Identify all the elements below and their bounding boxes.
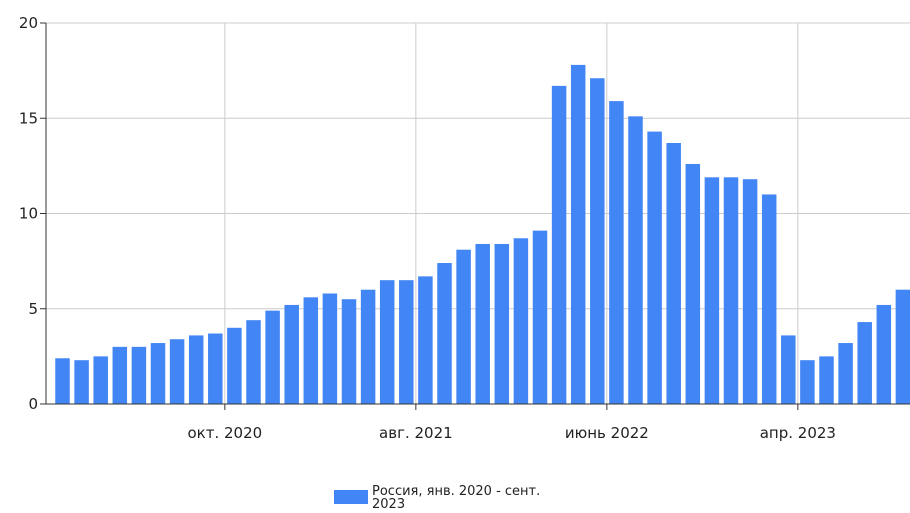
- bar: [895, 289, 910, 404]
- bar: [418, 276, 433, 404]
- bar: [685, 163, 701, 404]
- legend-label-line2: 2023: [372, 497, 406, 512]
- bar: [590, 78, 605, 405]
- bar: [666, 143, 681, 404]
- bar: [341, 299, 357, 404]
- bar: [188, 335, 204, 404]
- bar: [456, 249, 471, 404]
- y-tick-label: 10: [19, 205, 38, 223]
- bar: [551, 85, 567, 405]
- y-tick-label: 0: [28, 395, 38, 413]
- legend-swatch: [334, 490, 368, 504]
- legend-label: Россия, янв. 2020 - сент. 2023: [372, 485, 587, 511]
- y-tick-label: 15: [19, 109, 38, 127]
- bar: [208, 333, 223, 404]
- bar: [628, 116, 643, 404]
- bar: [284, 304, 299, 404]
- bar: [399, 280, 414, 404]
- bar: [761, 194, 777, 404]
- bar: [112, 346, 128, 404]
- bar: [475, 243, 490, 404]
- bar: [838, 343, 853, 404]
- x-axis-tick-labels: окт. 2020 авг. 2021 июнь 2022 апр. 2023: [188, 424, 836, 442]
- bar: [800, 360, 815, 404]
- bar: [781, 335, 796, 404]
- y-tick-label: 20: [19, 14, 38, 32]
- bar: [876, 304, 892, 404]
- bar: [360, 289, 376, 404]
- bar: [93, 356, 108, 404]
- bar: [169, 339, 185, 404]
- bar: [570, 64, 586, 404]
- bar: [494, 243, 510, 404]
- bar: [742, 179, 758, 404]
- x-tick-label: окт. 2020: [188, 424, 263, 442]
- bar: [723, 177, 739, 404]
- bar: [857, 322, 872, 404]
- bar: [819, 356, 834, 404]
- bar: [227, 327, 242, 404]
- bar: [609, 101, 624, 404]
- bar: [150, 343, 166, 404]
- legend: Россия, янв. 2020 - сент. 2023: [334, 485, 587, 511]
- legend-label-line1: Россия, янв. 2020 - сент.: [372, 484, 541, 499]
- bar: [322, 293, 338, 404]
- bar: [513, 238, 529, 404]
- y-axis-tick-labels: 0 5 10 15 20: [19, 14, 38, 413]
- x-tick-label: авг. 2021: [379, 424, 453, 442]
- bar: [246, 320, 261, 404]
- bar: [55, 358, 70, 404]
- bar: [647, 131, 662, 404]
- y-tick-label: 5: [28, 300, 38, 318]
- bar: [532, 230, 548, 404]
- bar: [265, 310, 280, 404]
- x-tick-label: апр. 2023: [760, 424, 836, 442]
- axes: [40, 22, 910, 410]
- x-tick-label: июнь 2022: [565, 424, 649, 442]
- bar: [74, 360, 89, 404]
- bar: [704, 177, 720, 404]
- bar: [437, 263, 452, 404]
- bar-series: [55, 64, 910, 405]
- bar: [131, 346, 147, 404]
- bar: [379, 280, 395, 404]
- bar: [303, 297, 319, 404]
